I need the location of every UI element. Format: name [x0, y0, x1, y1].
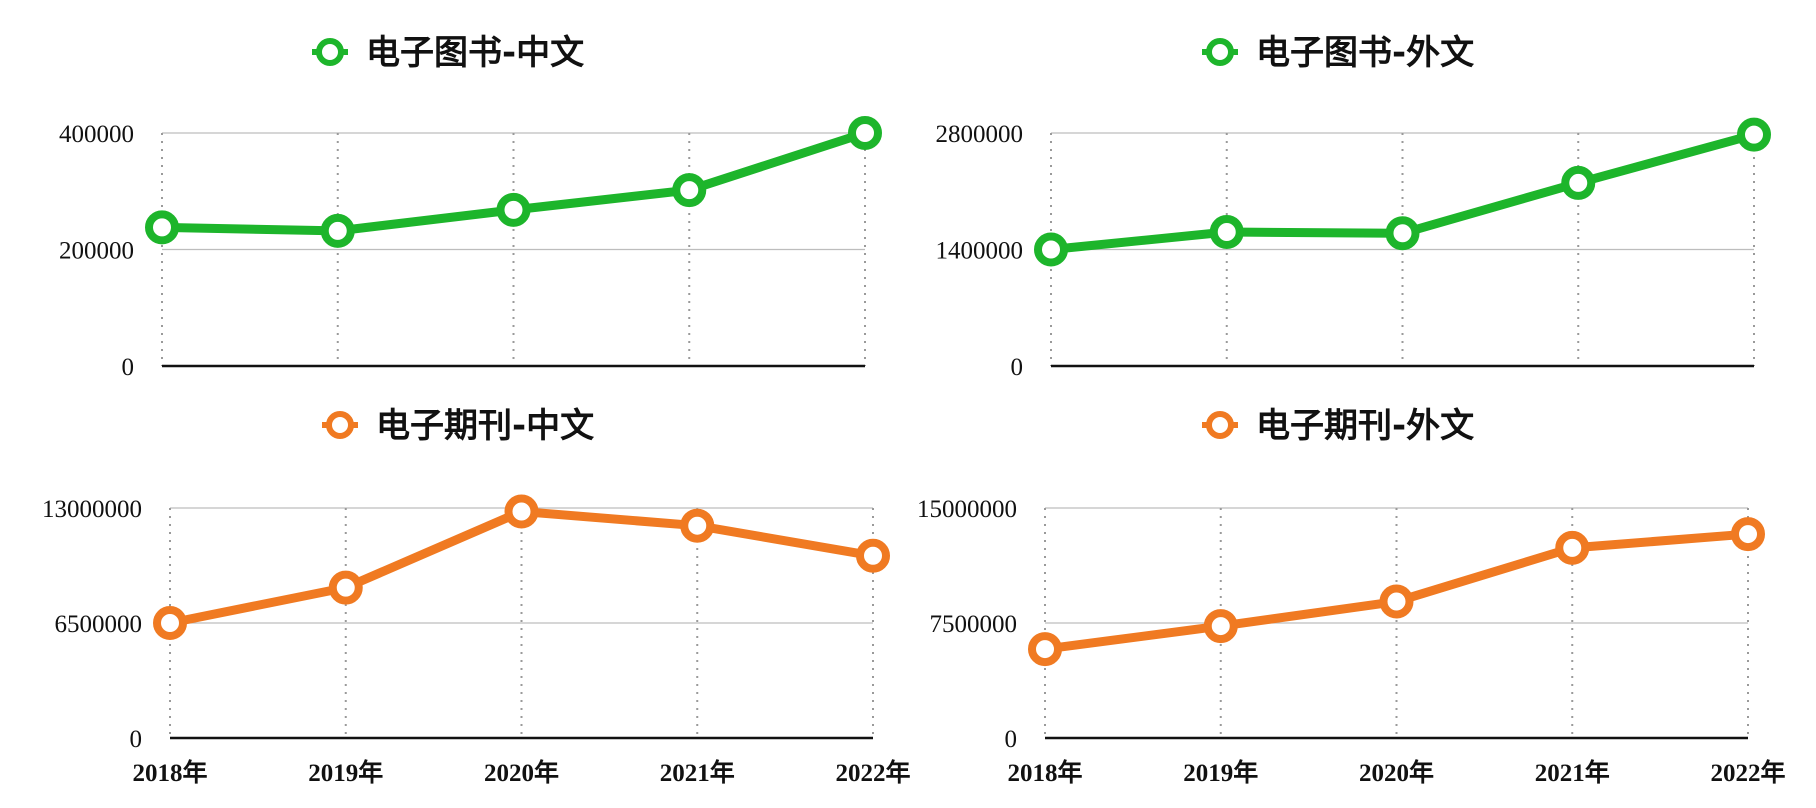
y-tick-label: 0: [1011, 354, 1024, 381]
y-tick-label: 6500000: [55, 611, 143, 638]
legend-marker-icon: [1206, 38, 1234, 66]
data-point: [1379, 584, 1414, 619]
legend-label: 电子期刊-外文: [1256, 406, 1474, 446]
legend-label: 电子图书-外文: [1256, 33, 1474, 73]
y-tick-label: 2800000: [936, 121, 1024, 148]
legend: 电子图书-外文: [1202, 33, 1474, 73]
y-tick-label: 1400000: [936, 238, 1024, 265]
data-point: [320, 213, 355, 248]
data-point: [1555, 530, 1590, 565]
legend: 电子期刊-中文: [322, 406, 594, 446]
data-point: [1034, 232, 1068, 267]
legend-marker-icon: [1206, 411, 1234, 439]
x-tick-label: 2018年: [1007, 758, 1082, 787]
chart-panel-3: 0 6500000 13000000 2018年 2019年 2020年 2021年 2022…: [42, 406, 911, 787]
data-point: [145, 210, 179, 245]
y-tick-label: 13000000: [42, 496, 142, 523]
chart-panel-1: 0 200000 400000 电子图书-中文: [59, 33, 882, 381]
legend: 电子期刊-外文: [1202, 406, 1474, 446]
data-point: [1209, 215, 1244, 250]
data-point: [496, 192, 531, 227]
chart-panel-4: 0 7500000 15000000 2018年 2019年 2020年 2021年 2022…: [917, 406, 1786, 787]
y-tick-label: 0: [130, 726, 143, 753]
data-point: [848, 116, 882, 150]
data-point: [1028, 632, 1062, 667]
data-point: [672, 173, 707, 208]
y-tick-label: 400000: [59, 121, 134, 148]
y-tick-label: 7500000: [930, 611, 1018, 638]
data-point: [153, 606, 187, 640]
y-tick-label: 200000: [59, 238, 134, 265]
data-point: [328, 570, 363, 605]
y-tick-label: 0: [1005, 726, 1018, 753]
data-point: [1731, 517, 1765, 552]
x-tick-label: 2018年: [132, 758, 207, 787]
data-point: [1737, 117, 1771, 152]
data-point: [1385, 216, 1420, 251]
y-tick-label: 15000000: [917, 496, 1017, 523]
x-tick-label: 2020年: [1359, 758, 1434, 787]
chart-panel-2: 0 1400000 2800000 电子图书-外文: [936, 33, 1771, 381]
x-tick-label: 2019年: [1183, 758, 1258, 787]
legend-label: 电子图书-中文: [366, 33, 584, 73]
legend-marker-icon: [326, 411, 354, 439]
x-tick-label: 2021年: [1535, 758, 1610, 787]
data-point: [504, 494, 539, 529]
data-point: [1561, 165, 1596, 200]
x-tick-label: 2019年: [308, 758, 383, 787]
data-point: [680, 508, 715, 543]
x-tick-label: 2020年: [484, 758, 559, 787]
x-tick-label: 2021年: [660, 758, 735, 787]
x-tick-label: 2022年: [835, 758, 910, 787]
data-point: [856, 538, 890, 573]
legend-marker-icon: [316, 38, 344, 66]
legend: 电子图书-中文: [312, 33, 584, 73]
legend-label: 电子期刊-中文: [376, 406, 594, 446]
x-tick-label: 2022年: [1710, 758, 1785, 787]
data-point: [1203, 609, 1238, 644]
y-tick-label: 0: [122, 354, 135, 381]
